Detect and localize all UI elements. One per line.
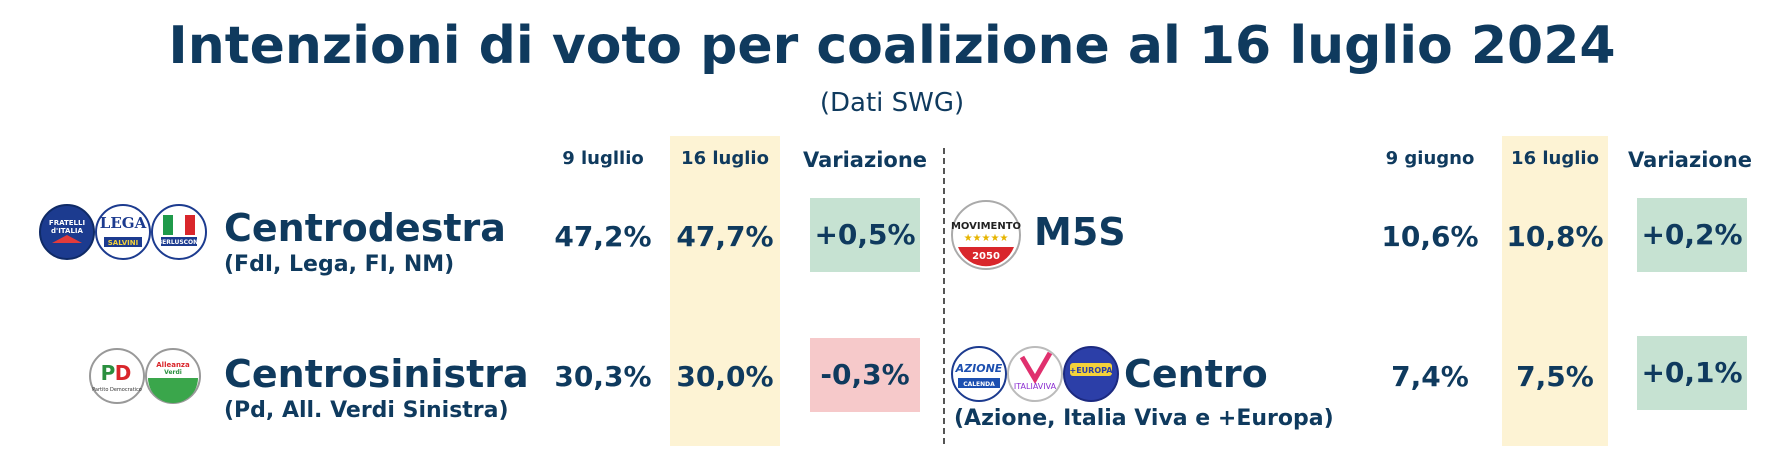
alleanza-verdi-sinistra-logo: Alleanza Verdi: [145, 348, 201, 404]
forza-italia-logo: BERLUSCONI: [151, 204, 207, 260]
svg-text:AZIONE: AZIONE: [955, 362, 1003, 375]
value-curr: 10,8%: [1506, 220, 1604, 253]
svg-text:D: D: [115, 361, 132, 385]
svg-text:MOVIMENTO: MOVIMENTO: [951, 221, 1021, 232]
current-column-highlight-left: [670, 136, 780, 446]
coalition-name: M5S: [1034, 210, 1126, 254]
chart-title: Intenzioni di voto per coalizione al 16 …: [168, 16, 1616, 76]
svg-text:Partito Democratico: Partito Democratico: [92, 387, 142, 393]
fratelli-d-italia-logo: FRATELLI d'ITALIA: [39, 204, 95, 260]
change-badge: +0,1%: [1637, 336, 1747, 410]
coalition-parties: (Pd, All. Verdi Sinistra): [224, 398, 509, 423]
header-prev-right: 9 giugno: [1385, 148, 1475, 169]
value-prev: 47,2%: [554, 220, 652, 253]
svg-text:BERLUSCONI: BERLUSCONI: [158, 239, 201, 246]
svg-text:FRATELLI: FRATELLI: [49, 219, 85, 227]
header-curr-right: 16 luglio: [1511, 148, 1599, 169]
partito-democratico-logo: P D Partito Democratico: [89, 348, 145, 404]
svg-text:ITALIAVIVA: ITALIAVIVA: [1014, 382, 1057, 391]
svg-text:LEGA: LEGA: [100, 214, 147, 232]
header-prev-left: 9 lugllio: [562, 148, 644, 169]
value-curr: 47,7%: [676, 220, 774, 253]
svg-text:d'ITALIA: d'ITALIA: [51, 227, 83, 235]
piu-europa-logo: +EUROPA: [1063, 346, 1119, 402]
svg-text:P: P: [101, 361, 116, 385]
svg-text:SALVINI: SALVINI: [108, 239, 138, 247]
svg-text:Verdi: Verdi: [164, 369, 182, 376]
header-curr-left: 16 luglio: [681, 148, 769, 169]
value-prev: 10,6%: [1381, 220, 1479, 253]
coalition-name: Centrodestra: [224, 206, 506, 250]
azione-logo: AZIONE CALENDA: [951, 346, 1007, 402]
change-badge: +0,2%: [1637, 198, 1747, 272]
coalition-parties: (Azione, Italia Viva e +Europa): [954, 406, 1334, 431]
value-prev: 7,4%: [1391, 360, 1469, 393]
header-change-right: Variazione: [1627, 148, 1753, 172]
italia-viva-logo: ITALIAVIVA: [1007, 346, 1063, 402]
change-badge: -0,3%: [810, 338, 920, 412]
svg-text:Alleanza: Alleanza: [156, 361, 190, 369]
value-prev: 30,3%: [554, 360, 652, 393]
change-badge: +0,5%: [810, 198, 920, 272]
coalition-parties: (FdI, Lega, FI, NM): [224, 252, 455, 277]
header-change-left: Variazione: [802, 148, 928, 172]
svg-text:+EUROPA: +EUROPA: [1070, 366, 1114, 375]
coalition-name: Centro: [1124, 352, 1268, 396]
movimento-5-stelle-logo: MOVIMENTO ★★★★★ 2050: [951, 200, 1021, 270]
value-curr: 30,0%: [676, 360, 774, 393]
coalition-name: Centrosinistra: [224, 352, 529, 396]
svg-text:CALENDA: CALENDA: [963, 381, 995, 388]
lega-logo: LEGA SALVINI: [95, 204, 151, 260]
svg-text:2050: 2050: [972, 251, 1000, 262]
svg-text:★★★★★: ★★★★★: [964, 233, 1009, 244]
value-curr: 7,5%: [1516, 360, 1594, 393]
current-column-highlight-right: [1502, 136, 1608, 446]
column-divider: [943, 148, 945, 444]
chart-subtitle: (Dati SWG): [819, 88, 965, 118]
